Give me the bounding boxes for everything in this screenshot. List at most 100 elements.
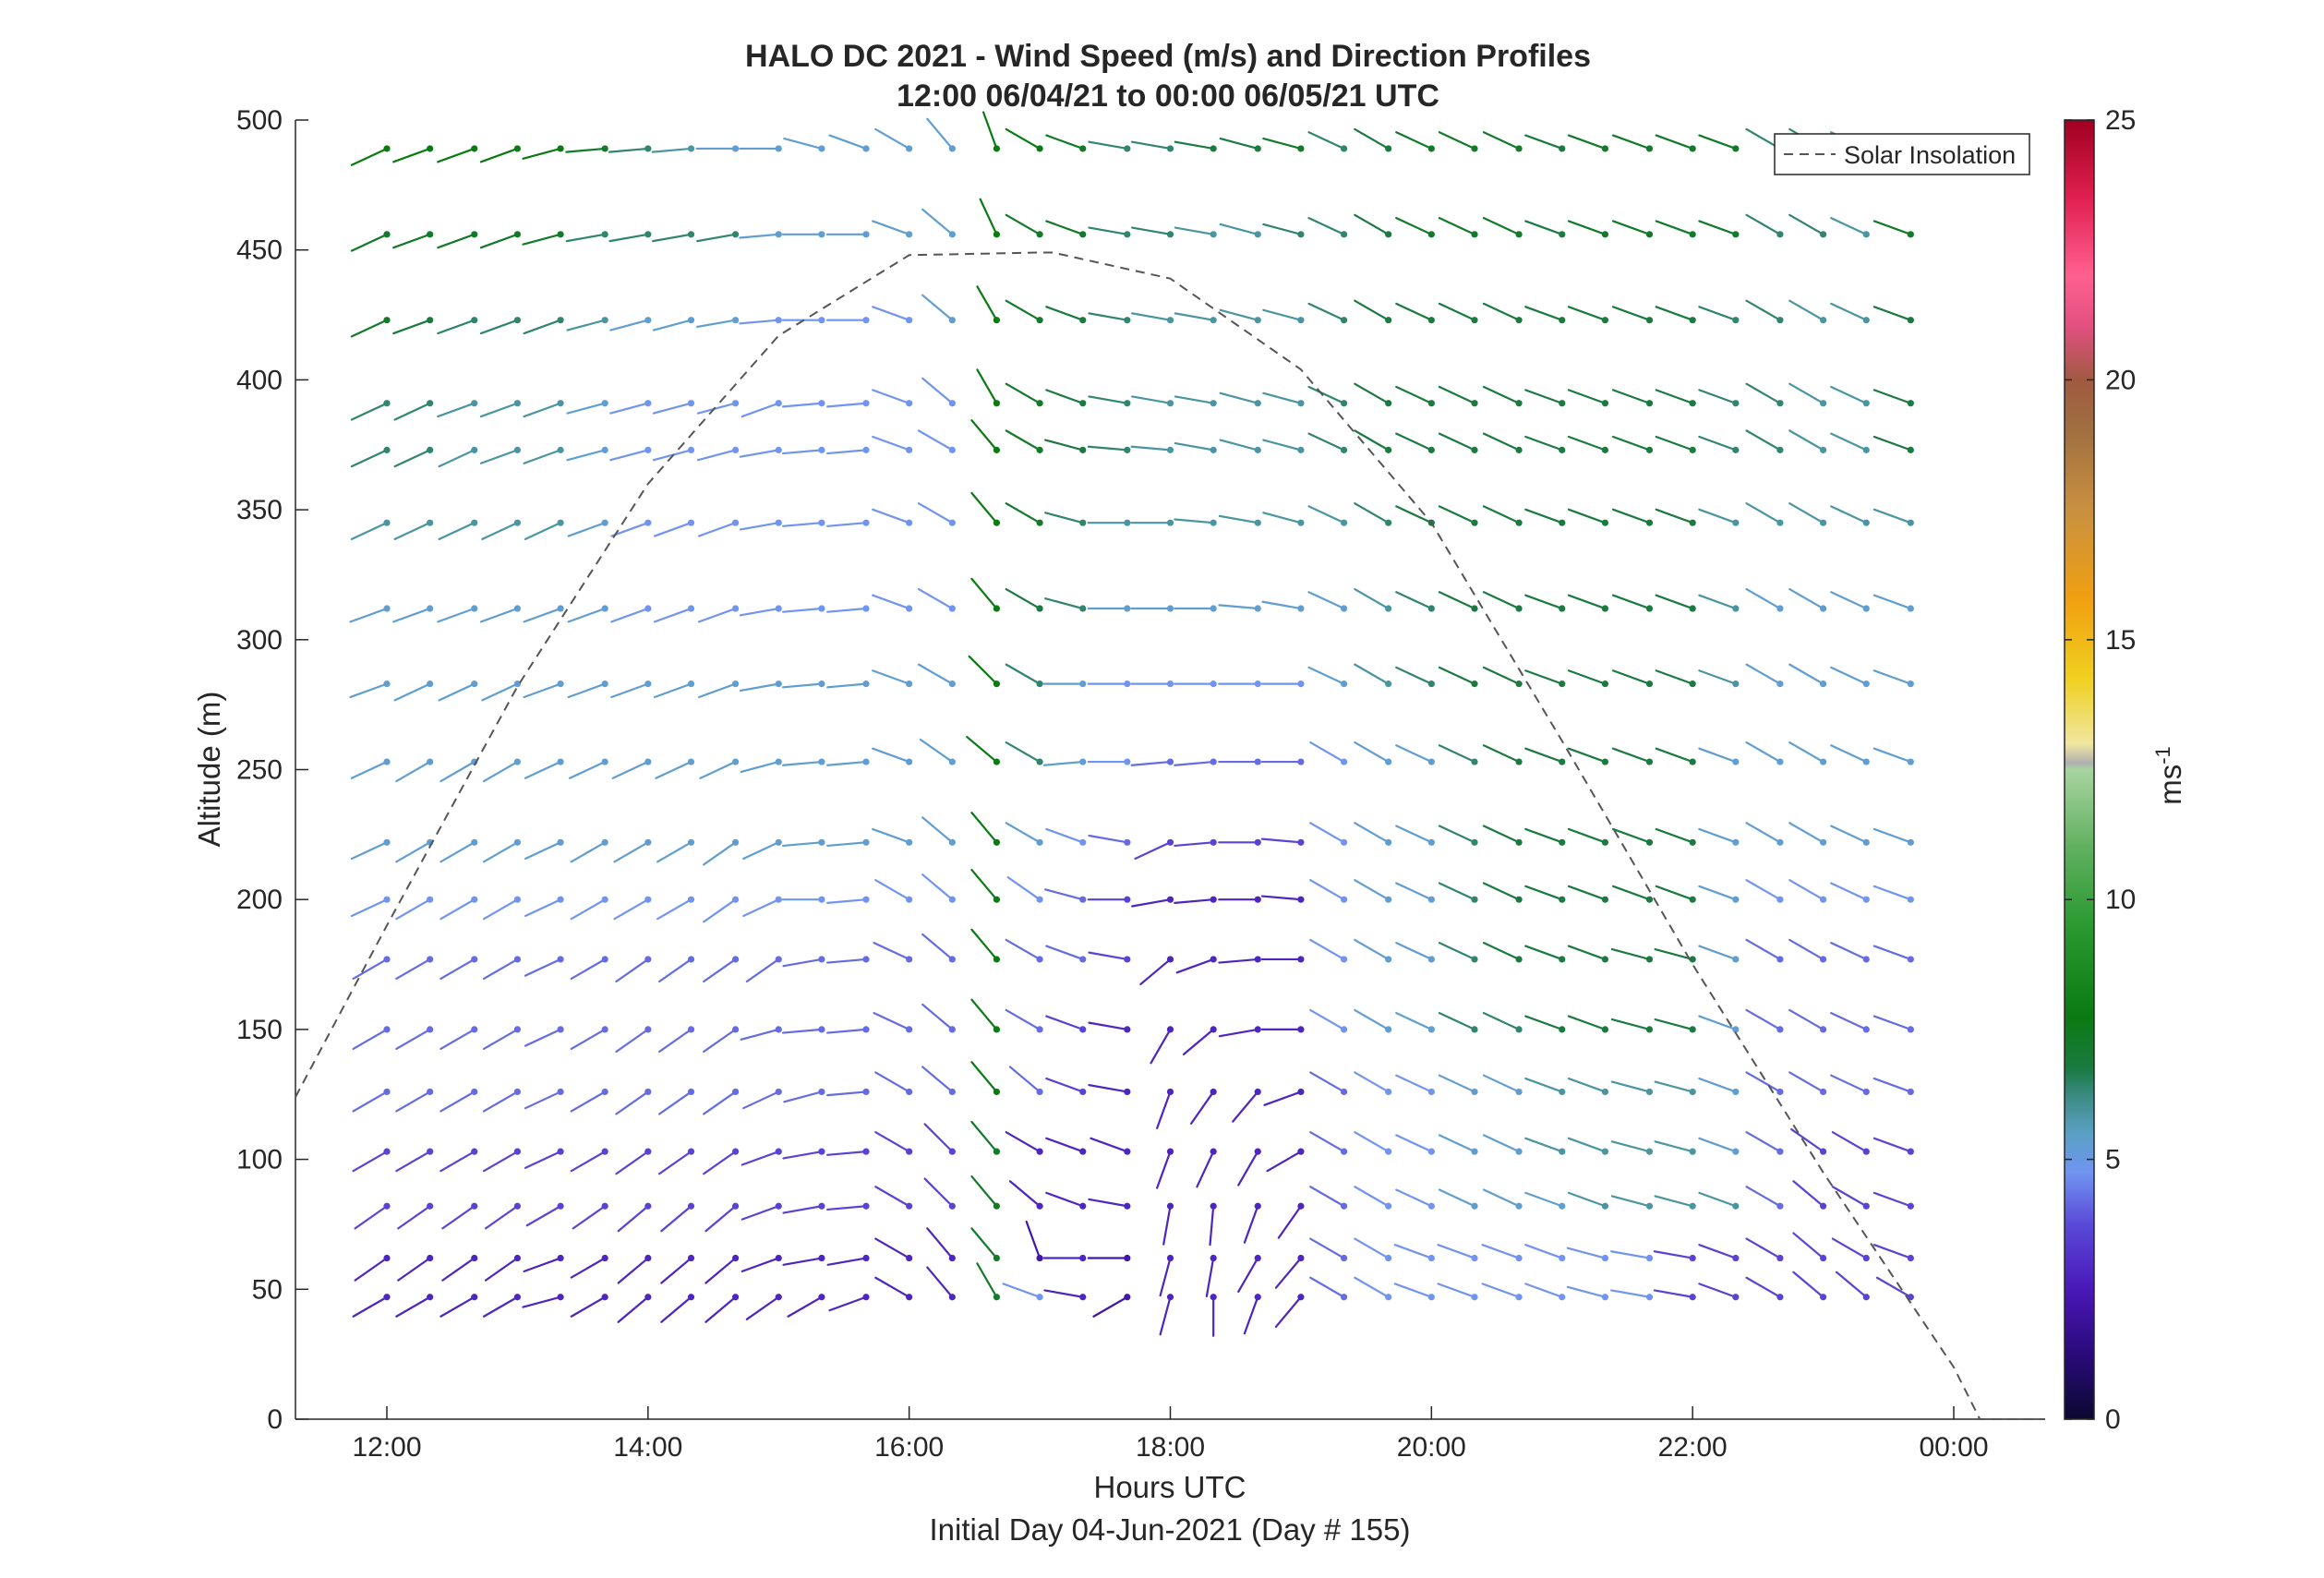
wind-barb-station-dot: [1297, 1026, 1305, 1033]
colorbar-label-unit: ms: [2153, 765, 2187, 805]
wind-barb: [696, 233, 737, 243]
wind-barb-station-dot: [1732, 317, 1740, 324]
wind-barb: [1567, 747, 1607, 764]
wind-barb-station-dot: [1166, 1294, 1174, 1301]
wind-barb-station-dot: [383, 1148, 391, 1155]
wind-barb-station-dot: [687, 838, 695, 846]
wind-barb-station-dot: [948, 1026, 956, 1033]
wind-barb: [395, 1090, 431, 1113]
wind-barb: [1438, 1074, 1476, 1093]
wind-barb-station-dot: [1340, 1088, 1348, 1096]
wind-barb-station-dot: [1559, 145, 1566, 152]
wind-barb-station-dot: [383, 400, 391, 407]
wind-barb-station-dot: [1559, 681, 1566, 688]
wind-barb: [1524, 134, 1563, 151]
wind-barb: [1567, 134, 1607, 151]
y-tick-label: 350: [236, 495, 283, 525]
wind-barb: [1162, 1205, 1172, 1246]
legend-box: [1774, 133, 2030, 175]
wind-barb-station-dot: [906, 758, 913, 765]
wind-barb-station-dot: [1689, 1202, 1696, 1210]
wind-barb-station-dot: [906, 1026, 913, 1033]
wind-barb-station-dot: [471, 317, 478, 324]
wind-barb-station-dot: [644, 758, 652, 765]
wind-barb: [781, 607, 824, 613]
wind-barb-station-dot: [1601, 1202, 1609, 1210]
wind-barb-station-dot: [1732, 145, 1740, 152]
wind-barb-station-dot: [644, 317, 652, 324]
wind-barb: [395, 841, 431, 863]
wind-barb-station-dot: [1601, 1254, 1609, 1262]
wind-barb-station-dot: [557, 1026, 564, 1033]
wind-barb-station-dot: [1819, 1202, 1827, 1210]
wind-barb: [1395, 882, 1433, 901]
wind-barb: [872, 594, 910, 610]
wind-barb: [1156, 1150, 1172, 1189]
wind-barb-station-dot: [1559, 1202, 1566, 1210]
wind-barb-station-dot: [1907, 400, 1914, 407]
wind-barb: [1482, 825, 1521, 844]
wind-barb: [653, 682, 692, 699]
wind-barb-station-dot: [1471, 400, 1478, 407]
wind-barb-station-dot: [1036, 681, 1043, 688]
wind-barb: [1655, 435, 1694, 452]
wind-barb-station-dot: [1254, 145, 1261, 152]
wind-barb-station-dot: [1036, 1202, 1043, 1210]
wind-barb-station-dot: [1427, 1294, 1435, 1301]
y-tick-label: 150: [236, 1015, 283, 1045]
wind-barb: [1830, 505, 1868, 524]
wind-barb: [1395, 591, 1433, 610]
wind-barb: [441, 1257, 476, 1282]
wind-barb: [1354, 1186, 1390, 1208]
wind-barb-station-dot: [1515, 1088, 1523, 1096]
wind-barb-station-dot: [1210, 605, 1217, 612]
wind-barb-station-dot: [948, 317, 956, 324]
wind-barb: [1219, 223, 1259, 235]
wind-barb: [522, 147, 562, 160]
wind-barb: [481, 522, 519, 541]
wind-barb: [1872, 1015, 1912, 1031]
wind-barb: [655, 760, 692, 779]
wind-barb-station-dot: [1645, 896, 1654, 903]
wind-barb: [781, 1028, 824, 1034]
wind-barb: [917, 587, 954, 610]
wind-barb: [1395, 1134, 1433, 1153]
wind-barb: [1788, 502, 1824, 524]
wind-barb-station-dot: [1907, 446, 1914, 453]
y-tick-label: 100: [236, 1145, 283, 1175]
wind-barb-station-dot: [731, 1088, 740, 1096]
wind-barb-station-dot: [644, 231, 652, 238]
wind-barb: [1482, 216, 1521, 235]
wind-barb: [1088, 1198, 1128, 1208]
wind-barb-station-dot: [948, 1254, 956, 1262]
wind-barb: [1482, 1012, 1521, 1031]
wind-barb: [921, 208, 954, 235]
wind-barb-station-dot: [775, 1088, 782, 1096]
wind-barb: [1482, 302, 1521, 321]
wind-barb-station-dot: [1819, 519, 1827, 526]
wind-barb: [781, 522, 824, 527]
wind-barb-station-dot: [513, 231, 522, 238]
wind-barb: [1655, 885, 1694, 901]
wind-barb: [653, 522, 692, 537]
wind-barb: [828, 1295, 868, 1312]
wind-barb-station-dot: [644, 896, 652, 903]
wind-barb: [1788, 741, 1824, 764]
wind-barb-station-dot: [731, 1026, 740, 1033]
wind-barb: [1653, 1289, 1694, 1298]
wind-barb: [1788, 213, 1824, 235]
wind-barb: [566, 319, 607, 331]
wind-barb-station-dot: [1559, 605, 1566, 612]
wind-barb-station-dot: [1732, 1254, 1740, 1262]
wind-barb-station-dot: [1515, 605, 1523, 612]
wind-barb: [696, 449, 737, 462]
wind-barb-station-dot: [557, 446, 564, 453]
wind-barb-station-dot: [731, 1148, 740, 1155]
wind-barb: [1745, 502, 1782, 524]
wind-barb-station-dot: [906, 317, 913, 324]
wind-barb: [698, 607, 737, 623]
wind-barb-station-dot: [775, 681, 782, 688]
wind-barb-station-dot: [1862, 838, 1870, 846]
wind-barb: [872, 827, 910, 844]
wind-barb-station-dot: [1515, 1026, 1523, 1033]
